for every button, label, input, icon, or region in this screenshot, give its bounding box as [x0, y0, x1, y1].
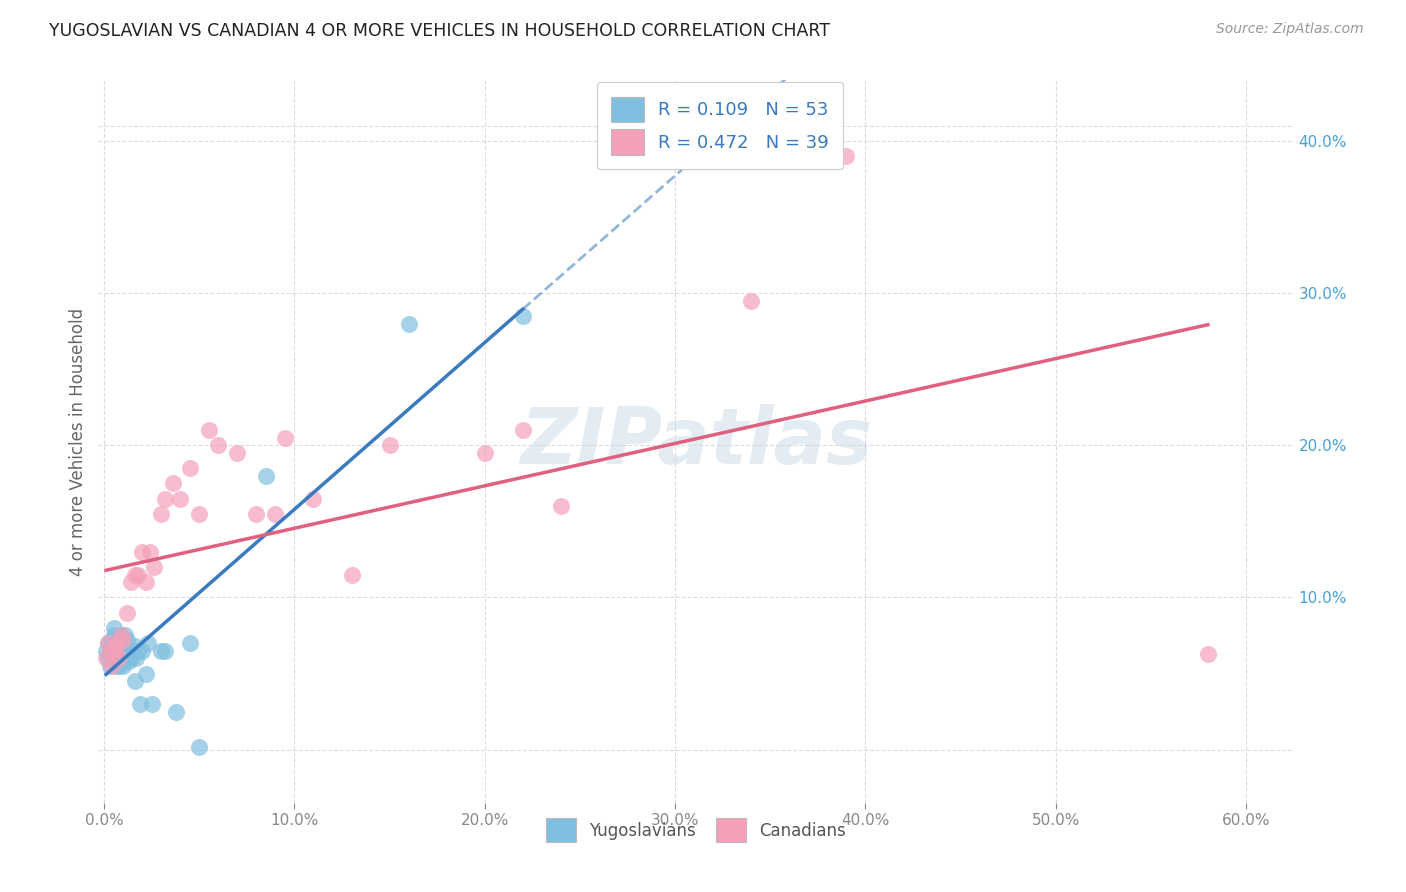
- Point: [120, 575, 142, 590]
- Point: [115, 606, 138, 620]
- Point: [103, 621, 125, 635]
- Point: [150, 507, 173, 521]
- Point: [97, 651, 120, 665]
- Point: [474, 446, 496, 460]
- Point: [512, 309, 534, 323]
- Point: [120, 651, 142, 665]
- Point: [110, 628, 132, 642]
- Point: [94, 651, 117, 665]
- Point: [124, 674, 146, 689]
- Point: [512, 423, 534, 437]
- Point: [135, 575, 157, 590]
- Point: [254, 468, 277, 483]
- Point: [108, 639, 131, 653]
- Point: [188, 507, 211, 521]
- Legend: Yugoslavians, Canadians: Yugoslavians, Canadians: [540, 812, 852, 848]
- Point: [139, 545, 162, 559]
- Point: [110, 648, 132, 663]
- Point: [100, 651, 122, 665]
- Point: [124, 567, 146, 582]
- Point: [142, 560, 165, 574]
- Point: [274, 431, 297, 445]
- Point: [226, 446, 249, 460]
- Point: [125, 651, 148, 665]
- Point: [114, 651, 136, 665]
- Point: [104, 659, 127, 673]
- Point: [124, 639, 146, 653]
- Text: Source: ZipAtlas.com: Source: ZipAtlas.com: [1216, 22, 1364, 37]
- Point: [153, 491, 176, 506]
- Point: [835, 149, 858, 163]
- Point: [114, 628, 136, 642]
- Point: [104, 639, 127, 653]
- Point: [550, 499, 572, 513]
- Point: [107, 636, 129, 650]
- Point: [107, 654, 129, 668]
- Point: [94, 643, 117, 657]
- Point: [378, 438, 401, 452]
- Point: [115, 643, 138, 657]
- Point: [150, 643, 173, 657]
- Point: [103, 628, 125, 642]
- Point: [129, 697, 152, 711]
- Point: [131, 643, 153, 657]
- Point: [98, 643, 121, 657]
- Point: [740, 293, 762, 308]
- Point: [98, 648, 121, 663]
- Point: [118, 643, 141, 657]
- Point: [179, 636, 201, 650]
- Point: [127, 567, 149, 582]
- Point: [302, 491, 325, 506]
- Point: [198, 423, 221, 437]
- Point: [188, 739, 211, 754]
- Point: [112, 659, 135, 673]
- Point: [112, 633, 135, 648]
- Point: [104, 648, 127, 663]
- Point: [115, 633, 138, 648]
- Point: [98, 659, 121, 673]
- Point: [108, 659, 131, 673]
- Point: [165, 705, 187, 719]
- Point: [100, 633, 122, 648]
- Point: [340, 567, 363, 582]
- Point: [169, 491, 191, 506]
- Text: YUGOSLAVIAN VS CANADIAN 4 OR MORE VEHICLES IN HOUSEHOLD CORRELATION CHART: YUGOSLAVIAN VS CANADIAN 4 OR MORE VEHICL…: [49, 22, 830, 40]
- Point: [97, 636, 120, 650]
- Point: [104, 639, 127, 653]
- Point: [136, 636, 159, 650]
- Point: [108, 651, 131, 665]
- Point: [103, 643, 125, 657]
- Point: [162, 476, 184, 491]
- Point: [131, 545, 153, 559]
- Point: [135, 666, 157, 681]
- Point: [153, 643, 176, 657]
- Point: [104, 654, 127, 668]
- Point: [398, 317, 420, 331]
- Point: [207, 438, 229, 452]
- Text: ZIPatlas: ZIPatlas: [520, 403, 872, 480]
- Y-axis label: 4 or more Vehicles in Household: 4 or more Vehicles in Household: [69, 308, 87, 575]
- Point: [107, 643, 129, 657]
- Point: [112, 639, 135, 653]
- Point: [103, 643, 125, 657]
- Point: [110, 654, 132, 668]
- Point: [264, 507, 287, 521]
- Point: [141, 697, 163, 711]
- Point: [121, 643, 143, 657]
- Point: [245, 507, 267, 521]
- Point: [118, 654, 141, 668]
- Point: [97, 636, 120, 650]
- Point: [1197, 647, 1219, 661]
- Point: [107, 633, 129, 648]
- Point: [108, 651, 131, 665]
- Point: [110, 628, 132, 642]
- Point: [100, 659, 122, 673]
- Point: [107, 651, 129, 665]
- Point: [179, 461, 201, 475]
- Point: [127, 643, 149, 657]
- Point: [112, 636, 135, 650]
- Point: [100, 639, 122, 653]
